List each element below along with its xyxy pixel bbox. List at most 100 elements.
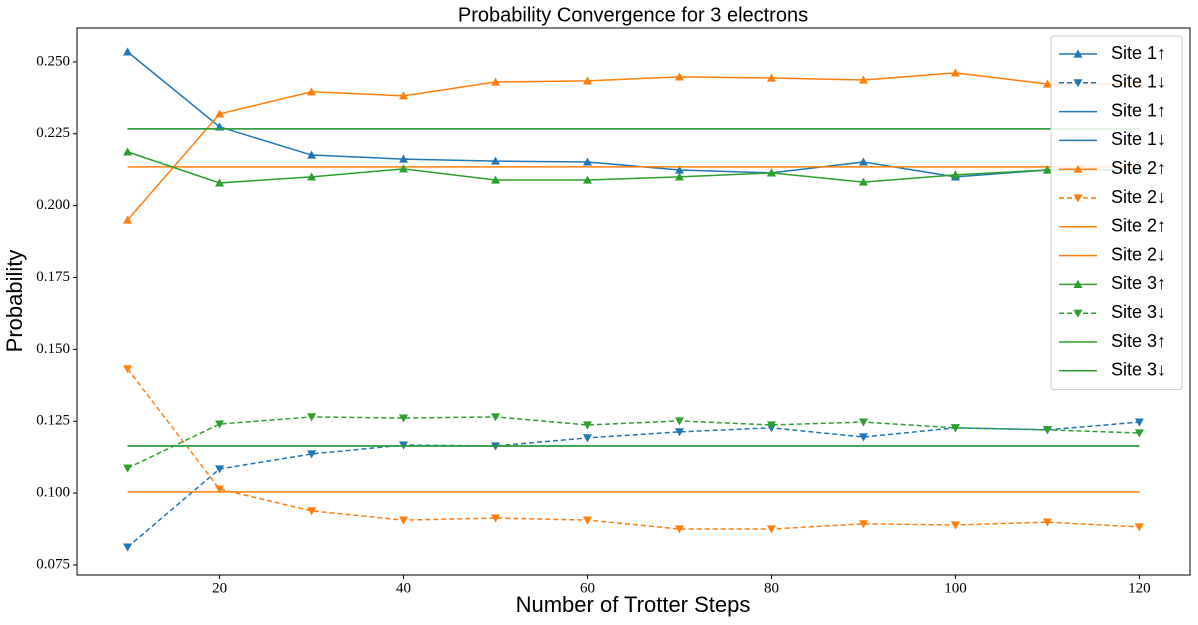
- legend-marker: [1073, 164, 1083, 173]
- marker: [307, 150, 317, 159]
- marker: [1042, 79, 1052, 88]
- x-tick-label: 100: [944, 580, 967, 596]
- marker: [583, 434, 593, 443]
- marker: [399, 164, 409, 173]
- y-axis-label: Probability: [2, 250, 27, 353]
- marker: [1134, 523, 1144, 532]
- marker: [491, 156, 501, 165]
- marker: [399, 516, 409, 525]
- x-tick-label: 120: [1128, 580, 1151, 596]
- y-tick-label: 0.125: [36, 413, 70, 429]
- marker: [1042, 518, 1052, 527]
- marker: [674, 165, 684, 174]
- marker: [674, 72, 684, 81]
- y-tick-label: 0.250: [36, 53, 70, 69]
- marker: [858, 433, 868, 442]
- marker: [766, 73, 776, 82]
- series-line: [127, 421, 1140, 548]
- series-line: [127, 416, 1140, 469]
- marker: [950, 68, 960, 77]
- legend-label: Site 1↑: [1111, 43, 1166, 63]
- marker: [674, 417, 684, 426]
- marker: [858, 418, 868, 427]
- legend-marker: [1073, 194, 1083, 203]
- series-line: [127, 51, 1140, 178]
- marker: [1134, 418, 1144, 427]
- marker: [950, 521, 960, 530]
- legend-marker: [1073, 49, 1083, 58]
- marker: [766, 525, 776, 534]
- marker: [123, 464, 133, 473]
- legend-label: Site 3↓: [1111, 360, 1166, 380]
- series-line: [127, 151, 1140, 184]
- legend-marker: [1073, 309, 1083, 318]
- marker: [674, 172, 684, 181]
- legend-label: Site 3↓: [1111, 302, 1166, 322]
- y-tick-label: 0.075: [36, 556, 70, 572]
- plot-frame: [76, 27, 1191, 576]
- marker: [491, 413, 501, 422]
- marker: [583, 157, 593, 166]
- marker: [123, 543, 133, 552]
- marker: [583, 76, 593, 85]
- x-tick-label: 20: [212, 580, 227, 596]
- marker: [399, 154, 409, 163]
- legend-label: Site 2↑: [1111, 216, 1166, 236]
- marker: [1134, 429, 1144, 438]
- marker: [583, 516, 593, 525]
- marker: [123, 147, 133, 156]
- marker: [491, 175, 501, 184]
- legend-marker: [1073, 79, 1083, 88]
- marker: [123, 215, 133, 224]
- marker: [307, 172, 317, 181]
- marker: [215, 109, 225, 118]
- legend-label: Site 1↑: [1111, 100, 1166, 120]
- marker: [307, 507, 317, 516]
- legend-label: Site 1↓: [1111, 129, 1166, 149]
- marker: [766, 421, 776, 430]
- marker: [307, 450, 317, 459]
- marker: [215, 420, 225, 429]
- x-tick-label: 80: [764, 580, 779, 596]
- marker: [950, 170, 960, 179]
- y-tick-label: 0.200: [36, 197, 70, 213]
- legend-label: Site 2↓: [1111, 187, 1166, 207]
- marker: [399, 91, 409, 100]
- marker: [123, 47, 133, 56]
- marker: [674, 525, 684, 534]
- marker: [399, 414, 409, 423]
- x-tick-label: 40: [396, 580, 411, 596]
- x-axis-label: Number of Trotter Steps: [516, 592, 751, 617]
- y-tick-label: 0.100: [36, 485, 70, 501]
- legend-box: [1050, 35, 1183, 391]
- legend-label: Site 3↑: [1111, 273, 1166, 293]
- marker: [858, 157, 868, 166]
- marker: [491, 77, 501, 86]
- legend-label: Site 2↑: [1111, 158, 1166, 178]
- marker: [766, 168, 776, 177]
- marker: [491, 514, 501, 523]
- marker: [215, 485, 225, 494]
- marker: [858, 520, 868, 529]
- legend-label: Site 3↑: [1111, 331, 1166, 351]
- legend: Site 1↑ Site 1↓ Site 1↑ Site 1↓ Site 2↑ Site …: [1050, 35, 1183, 391]
- y-tick-label: 0.175: [36, 269, 70, 285]
- marker: [583, 175, 593, 184]
- marker: [858, 177, 868, 186]
- marker: [950, 424, 960, 433]
- y-tick-label: 0.225: [36, 125, 70, 141]
- legend-marker: [1073, 279, 1083, 288]
- marker: [307, 413, 317, 422]
- chart-title: Probability Convergence for 3 electrons: [458, 4, 808, 26]
- marker: [1042, 426, 1052, 435]
- legend-label: Site 2↓: [1111, 244, 1166, 264]
- marker: [215, 178, 225, 187]
- y-tick-label: 0.150: [36, 341, 70, 357]
- series-line: [127, 72, 1140, 221]
- marker: [1042, 165, 1052, 174]
- marker: [583, 421, 593, 430]
- marker: [307, 87, 317, 96]
- marker: [123, 365, 133, 374]
- legend-label: Site 1↓: [1111, 72, 1166, 92]
